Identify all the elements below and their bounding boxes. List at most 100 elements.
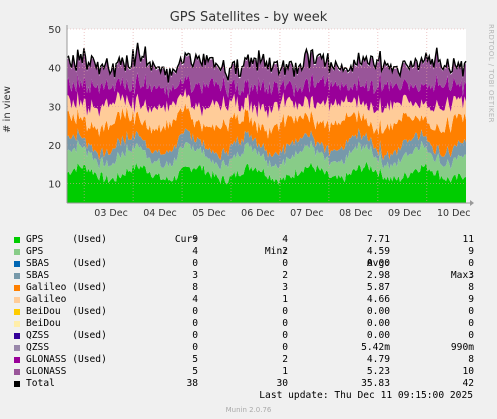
x-tick-label: 07 Dec bbox=[290, 208, 324, 219]
legend-avg: 2.98 bbox=[366, 270, 390, 281]
x-tick-label: 06 Dec bbox=[241, 208, 275, 219]
legend-avg: 0.00 bbox=[366, 306, 390, 317]
x-tick-label: 09 Dec bbox=[388, 208, 422, 219]
legend-max: 8 bbox=[468, 282, 474, 293]
legend-series-name: GPS bbox=[26, 246, 44, 257]
y-tick-label: 50 bbox=[48, 25, 61, 36]
legend-row: SBAS (Used) 0 0 0.00 0 bbox=[12, 258, 490, 270]
x-axis-arrow bbox=[470, 200, 474, 206]
legend-min: 1 bbox=[282, 366, 288, 377]
header-max: Max: bbox=[450, 270, 474, 281]
legend-cur: 4 bbox=[192, 294, 198, 305]
header-avg: Avg: bbox=[366, 258, 390, 269]
legend-avg: 0.00 bbox=[366, 318, 390, 329]
legend-swatch bbox=[14, 249, 20, 255]
legend-row: QZSS (Used) 0 0 0.00 0 bbox=[12, 330, 490, 342]
legend-row: GPS 4 2 4.59 9 bbox=[12, 246, 490, 258]
total-line bbox=[66, 42, 467, 83]
legend-row: SBAS 3 2 2.98 3 bbox=[12, 270, 490, 282]
legend-max: 10 bbox=[462, 366, 474, 377]
legend-swatch bbox=[14, 285, 20, 291]
x-tick-label: 08 Dec bbox=[339, 208, 373, 219]
legend-avg: 35.83 bbox=[361, 378, 390, 389]
legend-avg: 4.66 bbox=[366, 294, 390, 305]
legend-avg: 5.23 bbox=[366, 366, 390, 377]
legend-min: 2 bbox=[282, 246, 288, 257]
y-tick-label: 20 bbox=[48, 141, 61, 152]
legend-avg: 5.42m bbox=[361, 342, 390, 353]
area-gps bbox=[67, 139, 466, 185]
legend-series-name: GLONASS (Used) bbox=[26, 354, 107, 365]
legend-swatch bbox=[14, 381, 20, 387]
legend-min: 0 bbox=[282, 330, 288, 341]
rrdtool-credit: RRDTOOL / TOBI OETIKER bbox=[487, 24, 495, 123]
legend-avg: 0.00 bbox=[366, 330, 390, 341]
legend-cur: 0 bbox=[192, 330, 198, 341]
legend-max: 3 bbox=[468, 270, 474, 281]
legend-series-name: BeiDou bbox=[26, 318, 61, 329]
legend-cur: 4 bbox=[192, 246, 198, 257]
y-tick-label: 40 bbox=[48, 64, 61, 75]
legend-series-name: SBAS bbox=[26, 270, 50, 281]
legend-swatch bbox=[14, 297, 20, 303]
legend-series-name: QZSS (Used) bbox=[26, 330, 107, 341]
legend-min: 1 bbox=[282, 294, 288, 305]
legend-header-row: Cur: Min: Avg: Max: bbox=[12, 222, 490, 281]
area-galileo-used bbox=[67, 103, 466, 161]
chart-title: GPS Satellites - by week bbox=[169, 10, 328, 25]
legend-min: 2 bbox=[282, 354, 288, 365]
legend-series-name: GPS (Used) bbox=[26, 234, 107, 245]
header-cur: Cur: bbox=[174, 234, 198, 245]
legend-row: GPS (Used) 9 4 7.71 11 bbox=[12, 234, 490, 246]
area-galileo bbox=[67, 88, 466, 139]
legend-max: 42 bbox=[462, 378, 474, 389]
legend-series-name: GLONASS bbox=[26, 366, 67, 377]
legend-swatch bbox=[14, 357, 20, 363]
legend-cur: 0 bbox=[192, 342, 198, 353]
legend-max: 990m bbox=[450, 342, 474, 353]
legend-cur: 9 bbox=[192, 234, 198, 245]
x-tick-label: 04 Dec bbox=[143, 208, 177, 219]
legend-row: BeiDou 0 0 0.00 0 bbox=[12, 318, 490, 330]
legend-swatch bbox=[14, 345, 20, 351]
legend-cur: 5 bbox=[192, 366, 198, 377]
legend-swatch bbox=[14, 321, 20, 327]
legend-avg: 4.59 bbox=[366, 246, 390, 257]
legend-max: 0 bbox=[468, 306, 474, 317]
legend-min: 0 bbox=[282, 258, 288, 269]
legend-min: 0 bbox=[282, 306, 288, 317]
x-tick-label: 05 Dec bbox=[192, 208, 226, 219]
chart-area: 10 20 30 40 50 03 Dec 04 Dec 05 Dec 06 Dec 07 Dec… bbox=[48, 25, 474, 219]
legend-row: QZSS 0 0 5.42m 990m bbox=[12, 342, 490, 354]
area-gps-used bbox=[67, 161, 466, 203]
last-update: Last update: Thu Dec 11 09:15:00 2025 bbox=[259, 390, 473, 401]
legend-min: 4 bbox=[282, 234, 288, 245]
legend-series-name: Galileo (Used) bbox=[26, 282, 107, 293]
legend-cur: 38 bbox=[186, 378, 198, 389]
legend-avg: 4.79 bbox=[366, 354, 390, 365]
legend-swatch bbox=[14, 237, 20, 243]
legend-min: 30 bbox=[276, 378, 288, 389]
legend-max: 9 bbox=[468, 246, 474, 257]
legend-cur: 3 bbox=[192, 270, 198, 281]
legend-series-name: QZSS bbox=[26, 342, 50, 353]
y-tick-label: 10 bbox=[48, 180, 61, 191]
legend-max: 9 bbox=[468, 294, 474, 305]
legend-min: 3 bbox=[282, 282, 288, 293]
legend-cur: 0 bbox=[192, 318, 198, 329]
legend-min: 0 bbox=[282, 318, 288, 329]
legend-cur: 5 bbox=[192, 354, 198, 365]
area-glonass bbox=[67, 44, 466, 99]
x-tick-label: 03 Dec bbox=[94, 208, 128, 219]
legend-avg: 7.71 bbox=[366, 234, 390, 245]
legend-min: 2 bbox=[282, 270, 288, 281]
legend-swatch bbox=[14, 273, 20, 279]
legend-swatch bbox=[14, 333, 20, 339]
area-sbas bbox=[67, 128, 466, 171]
x-tick-label: 10 Dec bbox=[437, 208, 471, 219]
legend-row: GLONASS (Used) 5 2 4.79 8 bbox=[12, 354, 490, 366]
legend-min: 0 bbox=[282, 342, 288, 353]
area-glonass-used bbox=[67, 72, 466, 119]
legend-series-name: BeiDou (Used) bbox=[26, 306, 107, 317]
legend-swatch bbox=[14, 369, 20, 375]
